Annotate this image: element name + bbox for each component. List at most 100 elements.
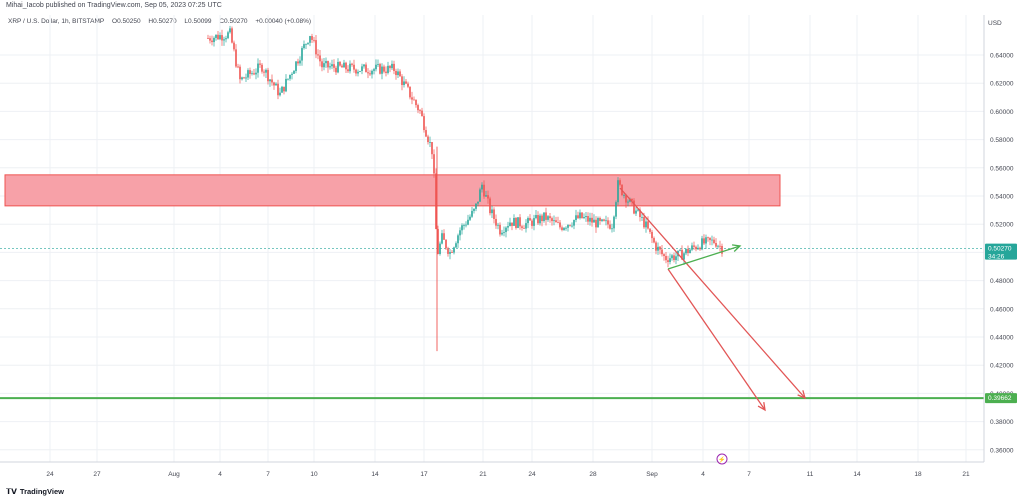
ohlc-change: +0.00040 (+0.08%) — [255, 18, 312, 25]
candle-body — [287, 78, 289, 80]
x-tick-label: 4 — [701, 471, 705, 478]
svg-text:34:26: 34:26 — [988, 254, 1005, 261]
candle-body — [355, 69, 357, 74]
event-marker[interactable]: ⚡ — [716, 453, 728, 465]
candle-body — [285, 78, 287, 92]
candle-body — [609, 224, 611, 229]
candle-body — [263, 71, 265, 73]
candle-body — [327, 61, 329, 68]
candle-body — [427, 136, 429, 143]
candle-body — [715, 243, 717, 247]
candle-body — [383, 66, 385, 72]
candle-body — [435, 173, 437, 230]
candle-body — [585, 216, 587, 218]
candle-body — [281, 86, 283, 93]
symbol-title[interactable]: XRP / U.S. Dollar, 1h, BITSTAMP — [8, 18, 105, 25]
candle-body — [529, 218, 531, 221]
candle-body — [385, 71, 387, 73]
candle-body — [713, 239, 715, 244]
candle-body — [227, 32, 229, 39]
candle-body — [429, 142, 431, 143]
candle-body — [505, 227, 507, 233]
resistance-zone[interactable] — [4, 174, 781, 207]
x-tick-label: 21 — [962, 471, 970, 478]
candle-body — [483, 184, 485, 197]
candle-body — [381, 66, 383, 74]
candle-body — [651, 231, 653, 239]
candle-body — [297, 61, 299, 64]
candle-body — [437, 229, 439, 254]
candle-body — [513, 217, 515, 226]
candle-body — [209, 38, 211, 41]
candle-body — [647, 221, 649, 229]
candle-body — [241, 77, 243, 80]
candle-body — [229, 28, 231, 33]
candle-body — [673, 255, 675, 261]
lightning-icon: ⚡ — [718, 456, 725, 464]
candle-body — [213, 37, 215, 43]
candle-body — [207, 38, 209, 39]
candle-body — [671, 255, 673, 259]
x-tick-label: 27 — [93, 471, 101, 478]
candle-body — [259, 63, 261, 65]
y-tick-label: 0.52000 — [990, 222, 1014, 229]
x-tick-label: 7 — [747, 471, 751, 478]
svg-text:0.50270: 0.50270 — [988, 246, 1012, 253]
candle-body — [475, 203, 477, 209]
candle-body — [329, 66, 331, 68]
candle-body — [531, 220, 533, 226]
candle-body — [655, 242, 657, 251]
y-tick-label: 0.46000 — [990, 306, 1014, 313]
candle-body — [681, 249, 683, 260]
candle-body — [575, 215, 577, 220]
candle-body — [613, 216, 615, 229]
candle-body — [693, 245, 695, 247]
drawings — [619, 187, 806, 412]
candle-body — [687, 248, 689, 254]
candle-body — [591, 217, 593, 223]
candle-body — [563, 227, 565, 230]
candle-body — [223, 39, 225, 41]
candle-body — [461, 225, 463, 231]
candle-body — [447, 248, 449, 254]
candle-body — [533, 218, 535, 226]
y-tick-label: 0.60000 — [990, 109, 1014, 116]
candle-body — [701, 238, 703, 250]
x-tick-label: 4 — [218, 471, 222, 478]
candle-body — [589, 217, 591, 222]
candle-body — [373, 69, 375, 71]
candle-body — [653, 238, 655, 243]
candle-body — [465, 224, 467, 226]
candle-body — [307, 42, 309, 44]
candle-body — [411, 97, 413, 100]
candle-body — [311, 36, 313, 40]
candle-body — [303, 44, 305, 49]
candle-body — [577, 215, 579, 219]
candle-body — [705, 237, 707, 244]
y-tick-label: 0.56000 — [990, 165, 1014, 172]
candle-body — [459, 230, 461, 236]
support-price-badge: 0.39662 — [985, 393, 1017, 404]
candle-body — [457, 235, 459, 244]
svg-text:0.39662: 0.39662 — [988, 395, 1012, 402]
candle-body — [425, 130, 427, 137]
bearish-arrow-2[interactable] — [619, 187, 806, 400]
candle-body — [351, 63, 353, 65]
candle-body — [683, 253, 685, 260]
candle-body — [637, 209, 639, 211]
candle-body — [319, 55, 321, 62]
candle-body — [347, 69, 349, 72]
candle-body — [245, 77, 247, 79]
candle-body — [273, 82, 275, 86]
candle-body — [553, 220, 555, 222]
candle-body — [571, 225, 573, 227]
bearish-arrow-1[interactable] — [667, 268, 766, 412]
candle-body — [295, 61, 297, 71]
candle-body — [323, 63, 325, 68]
y-tick-label: 0.58000 — [990, 137, 1014, 144]
candle-body — [549, 216, 551, 219]
candle-body — [507, 226, 509, 228]
rising-channel-arrow[interactable] — [667, 244, 742, 270]
candle-body — [503, 232, 505, 233]
